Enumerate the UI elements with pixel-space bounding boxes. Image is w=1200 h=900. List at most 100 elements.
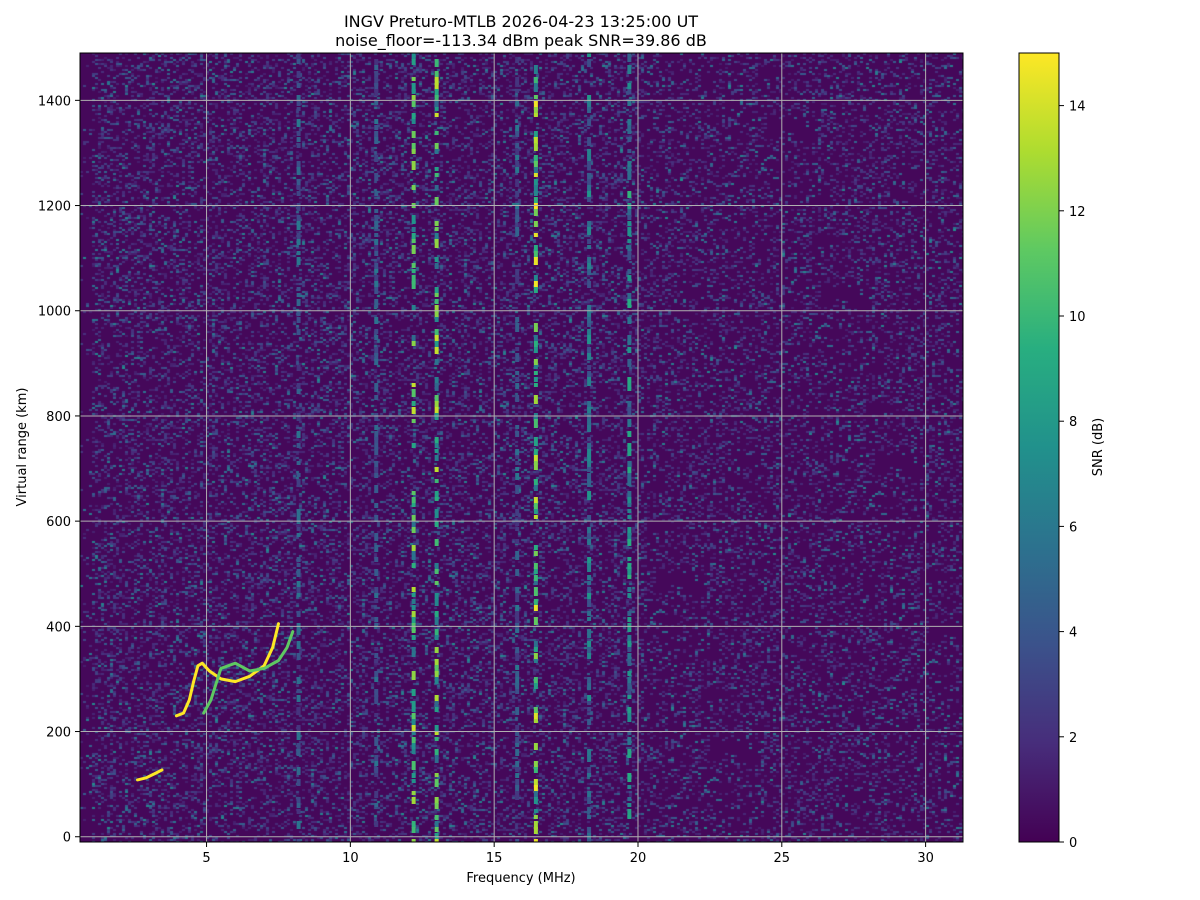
band-segment [533, 65, 538, 74]
band-segment [296, 479, 301, 487]
band-segment [533, 761, 538, 769]
band-segment [411, 275, 416, 284]
band-segment [533, 95, 538, 99]
band-segment [533, 479, 538, 485]
interference-band [374, 59, 379, 827]
band-segment [296, 365, 301, 371]
band-segment [374, 449, 379, 455]
band-segment [515, 707, 520, 715]
band-segment [533, 275, 538, 281]
x-tick-label: 20 [630, 851, 647, 866]
band-segment [587, 443, 592, 450]
band-segment [434, 311, 439, 318]
band-segment [587, 593, 592, 599]
band-segment [411, 551, 416, 560]
band-segment [296, 59, 301, 64]
band-segment [515, 131, 520, 137]
band-segment [411, 629, 416, 633]
band-segment [434, 665, 439, 673]
band-segment [587, 641, 592, 650]
band-segment [515, 665, 520, 670]
band-segment [434, 335, 439, 341]
band-segment [533, 281, 538, 288]
band-segment [587, 347, 592, 356]
colorbar-label: SNR (dB) [1091, 418, 1106, 476]
bands-layer [296, 53, 632, 842]
band-segment [374, 173, 379, 181]
band-segment [587, 719, 592, 725]
band-segment [374, 515, 379, 522]
band-segment [627, 65, 632, 74]
band-segment [533, 815, 538, 819]
band-segment [533, 767, 538, 773]
band-segment [411, 821, 416, 828]
band-segment [434, 347, 439, 354]
y-tick-label: 400 [46, 620, 71, 635]
band-segment [533, 209, 538, 216]
band-segment [411, 149, 416, 154]
band-segment [374, 587, 379, 596]
band-segment [374, 737, 379, 746]
band-segment [587, 557, 592, 565]
band-segment [587, 815, 592, 819]
band-segment [587, 773, 592, 777]
band-segment [434, 581, 439, 585]
band-segment [533, 341, 538, 347]
band-segment [296, 563, 301, 567]
band-segment [434, 221, 439, 226]
band-segment [587, 749, 592, 756]
band-segment [296, 389, 301, 394]
band-segment [434, 731, 439, 735]
band-segment [296, 191, 301, 196]
band-segment [296, 569, 301, 577]
band-segment [587, 173, 592, 181]
band-segment [296, 221, 301, 230]
band-segment [587, 839, 592, 842]
band-segment [411, 635, 416, 640]
band-segment [296, 809, 301, 814]
band-segment [434, 749, 439, 756]
x-tick-label: 15 [486, 851, 503, 866]
band-segment [515, 59, 520, 63]
band-segment [296, 239, 301, 245]
band-segment [434, 413, 439, 420]
band-segment [434, 803, 439, 809]
band-segment [434, 401, 439, 407]
colorbar-gradient [1018, 52, 1060, 843]
band-segment [533, 719, 538, 723]
band-segment [587, 449, 592, 457]
band-segment [627, 731, 632, 735]
band-segment [587, 161, 592, 170]
interference-band [627, 53, 632, 819]
colorbar-tick-label: 8 [1069, 415, 1077, 430]
band-segment [627, 101, 632, 106]
band-segment [533, 455, 538, 462]
band-segment [296, 509, 301, 515]
band-segment [627, 137, 632, 142]
band-segment [587, 59, 592, 67]
band-segment [587, 425, 592, 432]
band-segment [411, 713, 416, 721]
band-segment [533, 131, 538, 138]
band-segment [515, 77, 520, 85]
band-segment [411, 281, 416, 289]
band-segment [434, 317, 439, 322]
band-segment [374, 281, 379, 287]
band-segment [374, 467, 379, 475]
band-segment [374, 647, 379, 651]
band-segment [434, 491, 439, 500]
x-tick-label: 10 [342, 851, 359, 866]
band-segment [533, 821, 538, 829]
band-segment [515, 767, 520, 772]
band-segment [587, 257, 592, 263]
band-segment [434, 659, 439, 668]
band-segment [627, 383, 632, 391]
band-segment [411, 143, 416, 152]
band-segment [533, 137, 538, 144]
band-segment [296, 461, 301, 465]
x-tick-label: 30 [917, 851, 934, 866]
band-segment [627, 407, 632, 415]
band-segment [296, 731, 301, 740]
band-segment [434, 233, 439, 239]
band-segment [411, 623, 416, 631]
